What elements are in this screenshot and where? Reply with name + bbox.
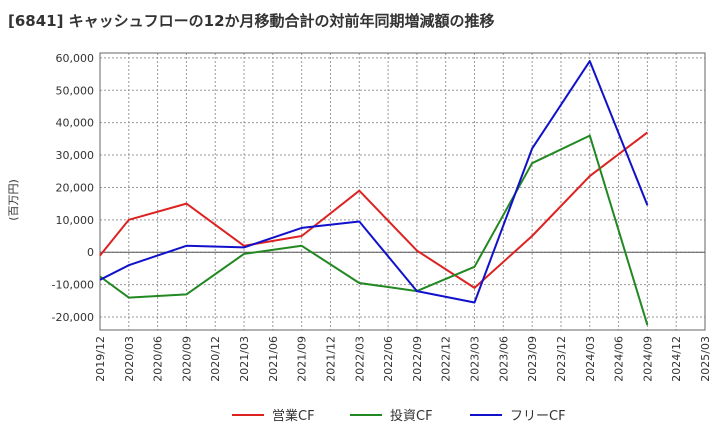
- y-tick-label: 10,000: [56, 214, 95, 227]
- x-tick-label: 2021/06: [267, 336, 280, 382]
- series-line-1: [99, 131, 649, 289]
- x-tick-label: 2023/06: [497, 336, 510, 382]
- y-tick-label: -20,000: [52, 311, 94, 324]
- y-tick-label: 60,000: [56, 52, 95, 65]
- x-tick-label: 2022/03: [353, 336, 366, 382]
- y-tick-label: 0: [87, 246, 94, 259]
- x-tick-label: 2020/12: [209, 336, 222, 382]
- x-tick-label: 2020/03: [123, 336, 136, 382]
- y-axis-label: (百万円): [7, 179, 20, 221]
- y-tick-label: 20,000: [56, 181, 95, 194]
- chart-title: [6841] キャッシュフローの12か月移動合計の対前年同期増減額の推移: [8, 12, 495, 30]
- x-tick-label: 2023/03: [469, 336, 482, 382]
- x-tick-label: 2024/12: [670, 336, 683, 382]
- x-tick-label: 2022/06: [382, 336, 395, 382]
- x-tick-label: 2019/12: [94, 336, 107, 382]
- y-tick-label: 50,000: [56, 84, 95, 97]
- x-tick-label: 2024/06: [613, 336, 626, 382]
- y-tick-label: 30,000: [56, 149, 95, 162]
- x-tick-label: 2022/09: [411, 336, 424, 382]
- x-tick-label: 2025/03: [699, 336, 712, 382]
- x-tick-label: 2023/09: [526, 336, 539, 382]
- legend-label-2: 投資CF: [390, 408, 433, 424]
- x-tick-label: 2024/09: [641, 336, 654, 382]
- x-tick-label: 2021/09: [296, 336, 309, 382]
- x-tick-label: 2024/03: [584, 336, 597, 382]
- x-tick-label: 2022/12: [440, 336, 453, 382]
- y-tick-label: -10,000: [52, 279, 94, 292]
- series-line-3: [99, 60, 649, 304]
- series-line-2: [99, 134, 649, 326]
- x-tick-label: 2020/09: [180, 336, 193, 382]
- legend-label-3: フリーCF: [510, 409, 566, 424]
- legend-label-1: 営業CF: [272, 408, 315, 424]
- x-tick-label: 2023/12: [555, 336, 568, 382]
- x-tick-label: 2021/03: [238, 336, 251, 382]
- plot-frame: [99, 52, 706, 331]
- y-tick-label: 40,000: [56, 117, 95, 130]
- x-tick-label: 2020/06: [152, 336, 165, 382]
- x-tick-label: 2021/12: [324, 336, 337, 382]
